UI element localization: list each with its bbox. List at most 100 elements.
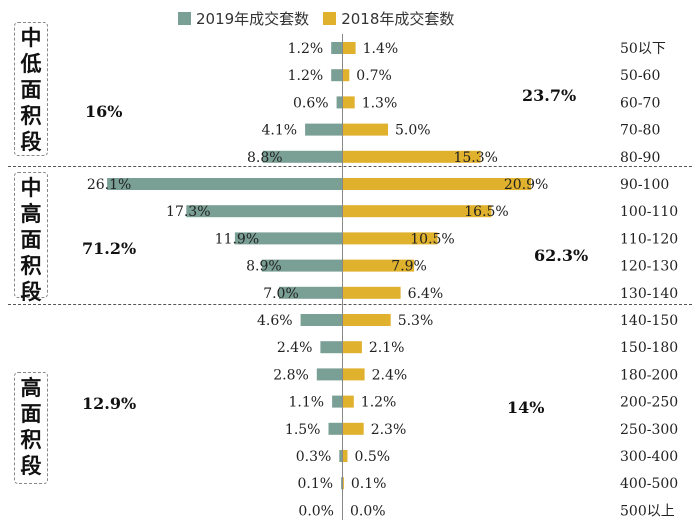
bar-2019-120-130 <box>261 259 342 272</box>
category-label-120-130: 120-130 <box>620 259 678 275</box>
section-low-pct-2018: 23.7% <box>522 86 577 105</box>
bar-2018-400-500 <box>343 477 344 490</box>
bar-2019-140-150 <box>300 314 342 326</box>
label-2018-130-140: 6.4% <box>408 286 444 302</box>
bar-2018-80-90 <box>343 150 481 163</box>
bar-2018-110-120 <box>343 232 438 245</box>
label-2018-90-100: 20.9% <box>504 177 548 193</box>
bar-2019-200-250 <box>332 395 342 408</box>
label-2018-70-80: 5.0% <box>395 123 431 139</box>
bar-2019-130-140 <box>279 286 342 299</box>
label-2018-250-300: 2.3% <box>371 422 407 438</box>
bar-2018-50-60 <box>343 69 350 82</box>
legend-label-2019: 2019年成交套数 <box>196 10 310 28</box>
category-label-70-80: 70-80 <box>620 123 660 139</box>
label-2018-140-150: 5.3% <box>398 313 434 329</box>
bar-2019-50-60 <box>331 69 342 82</box>
bar-2018-90-100 <box>343 178 532 190</box>
bar-2018-150-180 <box>343 341 362 354</box>
category-label-200-250: 200-250 <box>620 395 678 411</box>
bar-2018-70-80 <box>343 123 388 136</box>
bar-2018-60-70 <box>343 96 355 109</box>
label-2018-110-120: 10.5% <box>410 231 454 247</box>
label-2019-90-100: 26.1% <box>87 177 131 193</box>
section-divider-2 <box>8 304 692 305</box>
label-2019-50以下: 1.2% <box>288 41 324 57</box>
label-2018-60-70: 1.3% <box>362 95 398 111</box>
bar-2018-300-400 <box>343 450 348 462</box>
category-label-300-400: 300-400 <box>620 449 678 465</box>
category-label-140-150: 140-150 <box>620 313 678 329</box>
chart-legend: 2019年成交套数 2018年成交套数 <box>178 8 454 29</box>
section-high-pct-2018: 14% <box>507 398 545 417</box>
section-label-mid: 中高面积段 <box>14 172 48 304</box>
bar-2019-110-120 <box>234 232 342 245</box>
bar-2019-80-90 <box>262 150 342 163</box>
section-divider-1 <box>8 166 692 167</box>
category-label-150-180: 150-180 <box>620 340 678 356</box>
label-2018-100-110: 16.5% <box>464 204 508 220</box>
label-2018-180-200: 2.4% <box>372 367 408 383</box>
label-2019-50-60: 1.2% <box>288 68 324 84</box>
bar-2018-250-300 <box>343 422 364 435</box>
bar-2018-130-140 <box>343 286 401 299</box>
label-2019-150-180: 2.4% <box>277 340 313 356</box>
label-2019-250-300: 1.5% <box>285 422 321 438</box>
legend-item-2018: 2018年成交套数 <box>323 8 454 29</box>
label-2018-500以上: 0.0% <box>350 503 386 519</box>
legend-swatch-2019 <box>178 12 191 25</box>
bar-2019-400-500 <box>341 477 342 490</box>
section-low-pct-2019: 16% <box>85 102 123 121</box>
label-2019-400-500: 0.1% <box>298 476 334 492</box>
legend-item-2019: 2019年成交套数 <box>178 8 309 29</box>
bar-2019-100-110 <box>186 205 342 218</box>
label-2019-100-110: 17.3% <box>166 204 210 220</box>
legend-label-2018: 2018年成交套数 <box>341 10 455 28</box>
category-label-250-300: 250-300 <box>620 422 678 438</box>
bar-2019-180-200 <box>316 368 342 381</box>
bar-2019-250-300 <box>328 422 342 435</box>
bar-2019-300-400 <box>339 450 342 462</box>
label-2019-70-80: 4.1% <box>262 123 298 139</box>
label-2018-50-60: 0.7% <box>356 68 392 84</box>
label-2018-80-90: 15.3% <box>453 150 497 166</box>
bar-2019-60-70 <box>336 96 342 109</box>
bar-2019-70-80 <box>305 123 342 136</box>
category-label-100-110: 100-110 <box>620 204 678 220</box>
label-2019-180-200: 2.8% <box>273 367 309 383</box>
section-mid-pct-2019: 71.2% <box>82 239 137 258</box>
section-label-high: 高面积段 <box>14 372 48 484</box>
category-label-180-200: 180-200 <box>620 367 678 383</box>
category-label-90-100: 90-100 <box>620 177 669 193</box>
category-label-110-120: 110-120 <box>620 231 678 247</box>
bar-2018-180-200 <box>343 368 365 381</box>
center-axis-line <box>342 34 343 520</box>
label-2019-130-140: 7.0% <box>263 286 299 302</box>
section-high-pct-2019: 12.9% <box>82 394 137 413</box>
bar-2019-150-180 <box>320 341 342 354</box>
label-2018-300-400: 0.5% <box>355 449 391 465</box>
label-2019-110-120: 11.9% <box>215 231 259 247</box>
bar-2018-100-110 <box>343 205 492 218</box>
bar-2018-200-250 <box>343 395 354 408</box>
label-2019-60-70: 0.6% <box>293 95 329 111</box>
label-2019-140-150: 4.6% <box>257 313 293 329</box>
label-2019-500以上: 0.0% <box>298 503 334 519</box>
section-mid-pct-2018: 62.3% <box>534 246 589 265</box>
category-label-50-60: 50-60 <box>620 68 660 84</box>
section-label-low: 中低面积段 <box>14 22 48 156</box>
label-2018-200-250: 1.2% <box>361 395 397 411</box>
bar-2018-140-150 <box>343 314 391 326</box>
legend-swatch-2018 <box>323 12 337 25</box>
category-label-130-140: 130-140 <box>620 286 678 302</box>
category-label-50以下: 50以下 <box>620 41 666 57</box>
label-2019-120-130: 8.9% <box>246 259 282 275</box>
bar-2019-50以下 <box>331 42 342 54</box>
bar-2018-120-130 <box>343 259 415 272</box>
bar-2019-90-100 <box>107 178 342 190</box>
label-2018-400-500: 0.1% <box>351 476 387 492</box>
label-2018-50以下: 1.4% <box>363 41 399 57</box>
category-label-80-90: 80-90 <box>620 150 660 166</box>
category-label-400-500: 400-500 <box>620 476 678 492</box>
